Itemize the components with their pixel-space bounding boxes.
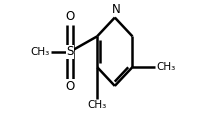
Text: N: N bbox=[112, 3, 120, 16]
Text: CH₃: CH₃ bbox=[31, 47, 50, 57]
Text: O: O bbox=[65, 80, 75, 93]
Text: S: S bbox=[66, 45, 74, 58]
Text: CH₃: CH₃ bbox=[88, 100, 107, 110]
Text: O: O bbox=[65, 10, 75, 23]
Text: CH₃: CH₃ bbox=[156, 62, 175, 72]
